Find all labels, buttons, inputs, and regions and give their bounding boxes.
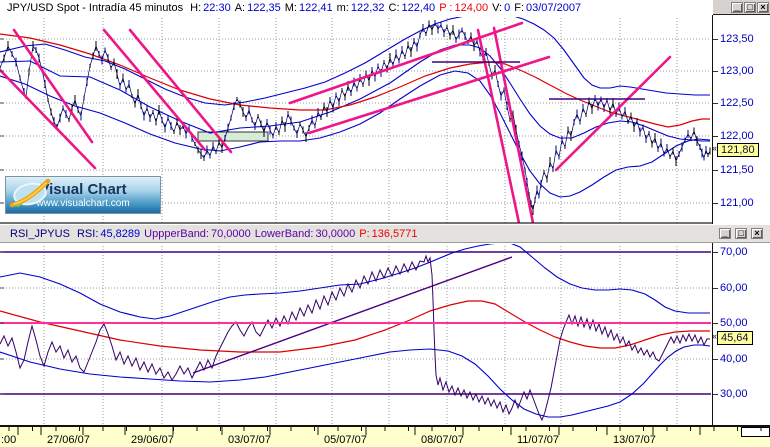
field-value: 0 (504, 2, 511, 14)
field-value: 122,32 (350, 2, 385, 14)
field-label: P: (359, 227, 370, 240)
field-value: 124,00 (454, 2, 489, 14)
date-label: 03/07/07 (228, 434, 271, 446)
last-price-value: 121,80 (717, 143, 759, 157)
scale-label: 122,00 (720, 130, 754, 142)
window-controls-rsi: _ □ × (719, 228, 767, 239)
rsi-value-tag: «45,64 (712, 331, 753, 345)
scale-tick (713, 288, 718, 289)
field-value: 122,40 (401, 2, 436, 14)
scale-separator (712, 15, 713, 425)
scale-label: 70,00 (720, 246, 748, 258)
field-value: 70,0000 (210, 227, 251, 240)
scale-tick (713, 394, 718, 395)
field-value: 122,41 (298, 2, 333, 14)
scale-tick (713, 252, 718, 253)
field-label: V: (492, 2, 503, 14)
scale-tick (713, 71, 718, 72)
field-label: m: (336, 2, 349, 14)
main-chart-header: JPY/USD Spot - Intradía 45 minutos H: 22:… (0, 0, 712, 16)
last-price-tag: «121,80 (712, 143, 759, 157)
scale-tick (713, 136, 718, 137)
visual-chart-emblem-icon (9, 178, 51, 208)
scale-label: 50,00 (720, 317, 748, 329)
logo-url: www.visualchart.com (36, 197, 130, 209)
field-label: RSI: (76, 227, 99, 240)
scale-label: 30,00 (720, 388, 748, 400)
field-value: 136,5771 (371, 227, 418, 240)
scale-tick (713, 103, 718, 104)
scale-label: 121,50 (720, 164, 754, 176)
close-button[interactable]: × (751, 228, 763, 239)
field-label: H: (190, 2, 202, 14)
price-arrow-icon: « (712, 143, 718, 153)
field-label: P : (439, 2, 453, 14)
field-label: C: (388, 2, 400, 14)
rsi-arrow-icon: « (712, 331, 718, 341)
field-label: F: (514, 2, 525, 14)
window-controls-top: _ □ × (713, 0, 770, 15)
rsi-fields: RSI_JPYUS RSI: 45,8289 UppperBand: 70,0000 L… (10, 228, 719, 240)
field-label: LowerBand: (254, 227, 314, 240)
maximize-button[interactable]: □ (735, 228, 747, 239)
field-label: M: (284, 2, 297, 14)
date-label: 11/07/07 (517, 434, 560, 446)
scale-tick (713, 39, 718, 40)
time-axis[interactable]: :00 27/06/07 29/06/07 03/07/07 05/07/07 08/07… (0, 425, 770, 447)
scale-tick (713, 170, 718, 171)
scale-label: 121,00 (720, 197, 754, 209)
field-value: 03/07/2007 (526, 2, 582, 14)
field-value: 45,8289 (100, 227, 141, 240)
date-label: :00 (1, 434, 17, 446)
field-value: 22:30 (203, 2, 231, 14)
field-value: 30,0000 (315, 227, 356, 240)
date-label: 08/07/07 (421, 434, 464, 446)
date-label: 29/06/07 (131, 434, 174, 446)
scale-label: 123,00 (720, 65, 754, 77)
field-value: 122,35 (247, 2, 281, 14)
scale-tick (713, 323, 718, 324)
field-label: UppperBand: (144, 227, 209, 240)
price-scale[interactable]: 123,50 123,00 122,50 122,00 121,50 121,00 70,0… (713, 16, 770, 425)
minimize-button[interactable]: _ (731, 2, 743, 13)
indicator-name: RSI_JPYUS (10, 227, 70, 240)
rsi-value: 45,64 (717, 331, 753, 345)
minimize-button[interactable]: _ (719, 228, 731, 239)
scale-tick (713, 203, 718, 204)
visual-chart-logo: Visual Chart www.visualchart.com (5, 176, 161, 214)
date-label: 27/06/07 (47, 434, 90, 446)
maximize-button[interactable]: □ (744, 2, 756, 13)
scale-label: 123,50 (720, 33, 754, 45)
quote-fields: H: 22:30 A: 122,35 M: 122,41 m: 122,32 C: 122,40 P… (190, 2, 585, 14)
scale-label: 60,00 (720, 282, 748, 294)
date-label: 05/07/07 (324, 434, 367, 446)
rsi-indicator-header: RSI_JPYUS RSI: 45,8289 UppperBand: 70,0000 L… (0, 224, 770, 243)
scale-tick (713, 359, 718, 360)
field-label: A: (234, 2, 246, 14)
scale-label: 122,50 (720, 97, 754, 109)
logo-title: Visual Chart (39, 180, 127, 198)
chart-title: JPY/USD Spot - Intradía 45 minutos (7, 2, 184, 14)
close-button[interactable]: × (757, 2, 769, 13)
time-axis-ticks (8, 427, 762, 435)
scale-label: 40,00 (720, 353, 748, 365)
date-label: 13/07/07 (613, 434, 656, 446)
